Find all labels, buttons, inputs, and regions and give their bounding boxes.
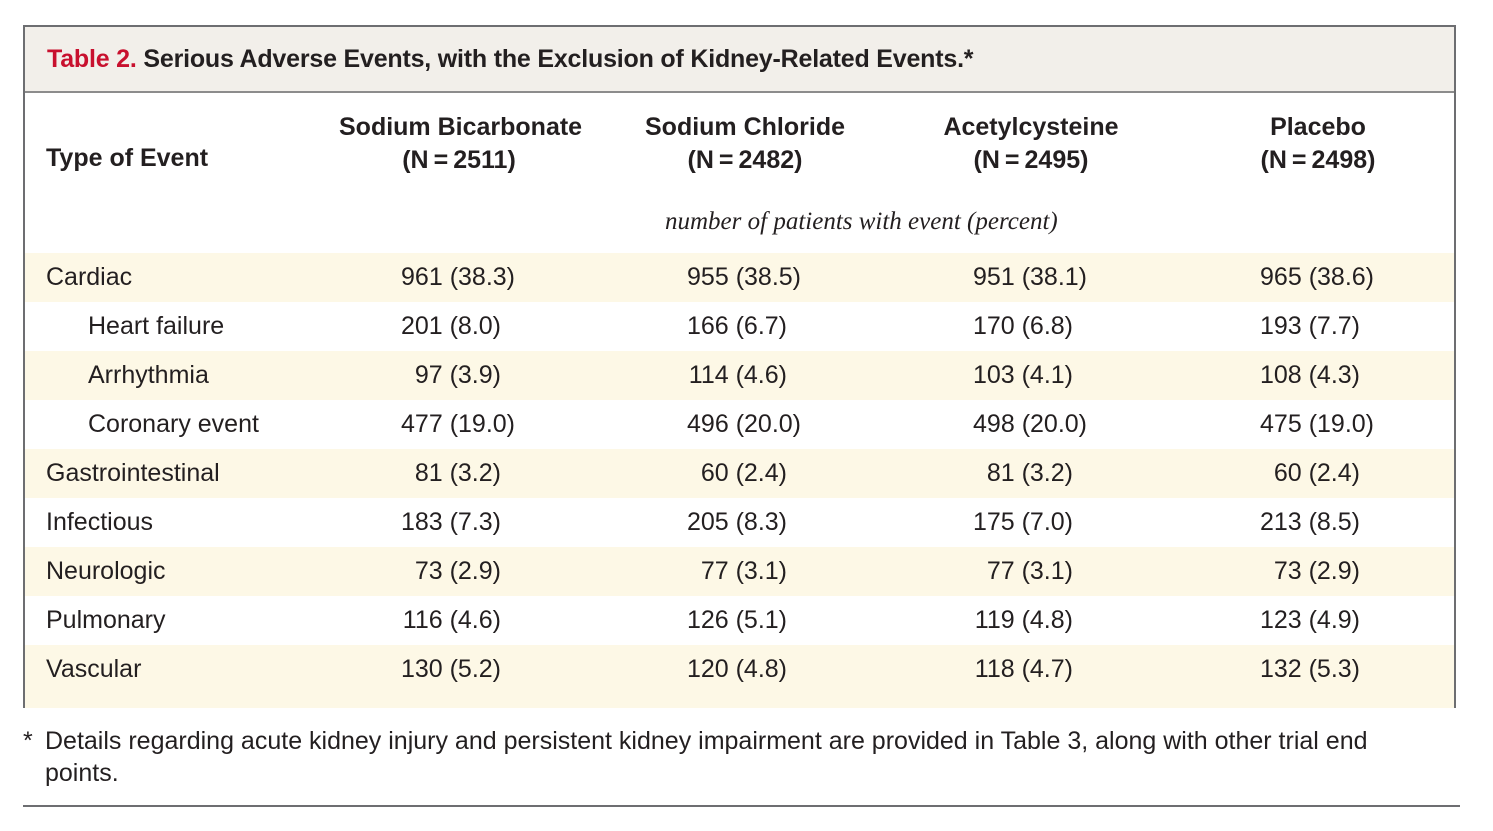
cell-value: 116 (4.6) <box>402 606 501 634</box>
cell-value: 73 (2.9) <box>414 557 501 585</box>
cell-value: 120 (4.8) <box>686 655 787 683</box>
row-label: Gastrointestinal <box>46 459 220 487</box>
cell-value: 183 (7.3) <box>400 508 501 536</box>
bottom-rule <box>23 805 1460 807</box>
table-frame: Table 2. Serious Adverse Events, with th… <box>23 25 1456 708</box>
cell-value: 205 (8.3) <box>686 508 787 536</box>
cell-value: 60 (2.4) <box>700 459 787 487</box>
cell-value: 81 (3.2) <box>414 459 501 487</box>
table-title-label: Table 2. <box>47 45 137 73</box>
cell-value: 951 (38.1) <box>973 263 1087 291</box>
cell-value: 123 (4.9) <box>1259 606 1360 634</box>
column-header-placebo: Placebo (N = 2498) <box>1198 111 1438 177</box>
column-header-name: Acetylcysteine <box>943 113 1119 141</box>
column-header-name: Sodium Chloride <box>645 113 845 141</box>
table-row-gastrointestinal: Gastrointestinal 81 (3.2) 60 (2.4) 81 (3… <box>25 449 1454 498</box>
column-header-sodium-bicarbonate: Sodium Bicarbonate (N = 2511) <box>339 111 583 177</box>
table-row-neurologic: Neurologic 73 (2.9) 77 (3.1) 77 (3.1) 73… <box>25 547 1454 596</box>
row-label: Neurologic <box>46 557 166 585</box>
column-header-n: (N = 2498) <box>1260 146 1376 174</box>
cell-value: 498 (20.0) <box>973 410 1087 438</box>
cell-value: 496 (20.0) <box>687 410 801 438</box>
table-title-bar: Table 2. Serious Adverse Events, with th… <box>25 27 1454 93</box>
table-row-infectious: Infectious 183 (7.3) 205 (8.3) 175 (7.0)… <box>25 498 1454 547</box>
table-row-coronary-event: Coronary event 477 (19.0) 496 (20.0) 498… <box>25 400 1454 449</box>
column-header-type: Type of Event <box>46 144 209 172</box>
footnote-marker: * <box>23 727 33 755</box>
cell-value: 60 (2.4) <box>1273 459 1360 487</box>
cell-value: 132 (5.3) <box>1259 655 1360 683</box>
column-header-name: Sodium Bicarbonate <box>339 113 583 141</box>
row-label: Heart failure <box>88 312 225 340</box>
footnote-text: Details regarding acute kidney injury an… <box>45 727 1368 787</box>
cell-value: 77 (3.1) <box>986 557 1073 585</box>
table-row-pulmonary: Pulmonary 116 (4.6) 126 (5.1) 119 (4.8) … <box>25 596 1454 645</box>
cell-value: 130 (5.2) <box>400 655 501 683</box>
column-header-acetylcysteine: Acetylcysteine (N = 2495) <box>911 111 1151 177</box>
column-header-n: (N = 2495) <box>973 146 1089 174</box>
cell-value: 77 (3.1) <box>700 557 787 585</box>
table-row-vascular: Vascular 130 (5.2) 120 (4.8) 118 (4.7) 1… <box>25 645 1454 694</box>
table-title-text: Serious Adverse Events, with the Exclusi… <box>143 45 974 73</box>
cell-value: 108 (4.3) <box>1259 361 1360 389</box>
cell-value: 114 (4.6) <box>688 361 787 389</box>
cell-value: 126 (5.1) <box>686 606 787 634</box>
table-row-cardiac: Cardiac 961 (38.3) 955 (38.5) 951 (38.1)… <box>25 253 1454 302</box>
units-note: number of patients with event (percent) <box>665 208 1058 235</box>
column-header-name: Placebo <box>1270 113 1366 141</box>
cell-value: 81 (3.2) <box>986 459 1073 487</box>
cell-value: 73 (2.9) <box>1273 557 1360 585</box>
column-header-n: (N = 2482) <box>687 146 803 174</box>
cell-value: 201 (8.0) <box>400 312 501 340</box>
cell-value: 97 (3.9) <box>414 361 501 389</box>
row-label: Cardiac <box>46 263 133 291</box>
cell-value: 170 (6.8) <box>972 312 1073 340</box>
row-label: Arrhythmia <box>88 361 209 389</box>
row-label: Vascular <box>46 655 142 683</box>
cell-value: 477 (19.0) <box>401 410 515 438</box>
cell-value: 103 (4.1) <box>972 361 1073 389</box>
row-label: Infectious <box>46 508 154 536</box>
table-row-arrhythmia: Arrhythmia 97 (3.9) 114 (4.6) 103 (4.1) … <box>25 351 1454 400</box>
cell-value: 118 (4.7) <box>974 655 1073 683</box>
cell-value: 175 (7.0) <box>972 508 1073 536</box>
cell-value: 961 (38.3) <box>401 263 515 291</box>
row-label: Coronary event <box>88 410 259 438</box>
cell-value: 119 (4.8) <box>974 606 1073 634</box>
column-header-sodium-chloride: Sodium Chloride (N = 2482) <box>625 111 865 177</box>
row-label: Pulmonary <box>46 606 166 634</box>
cell-value: 213 (8.5) <box>1259 508 1360 536</box>
cell-value: 166 (6.7) <box>686 312 787 340</box>
table-title: Table 2. Serious Adverse Events, with th… <box>47 45 974 74</box>
cell-value: 955 (38.5) <box>687 263 801 291</box>
cell-value: 475 (19.0) <box>1260 410 1374 438</box>
cell-value: 193 (7.7) <box>1259 312 1360 340</box>
table-row-heart-failure: Heart failure 201 (8.0) 166 (6.7) 170 (6… <box>25 302 1454 351</box>
column-header-n: (N = 2511) <box>402 146 516 174</box>
cell-value: 965 (38.6) <box>1260 263 1374 291</box>
table-bottom-padding <box>25 694 1454 708</box>
